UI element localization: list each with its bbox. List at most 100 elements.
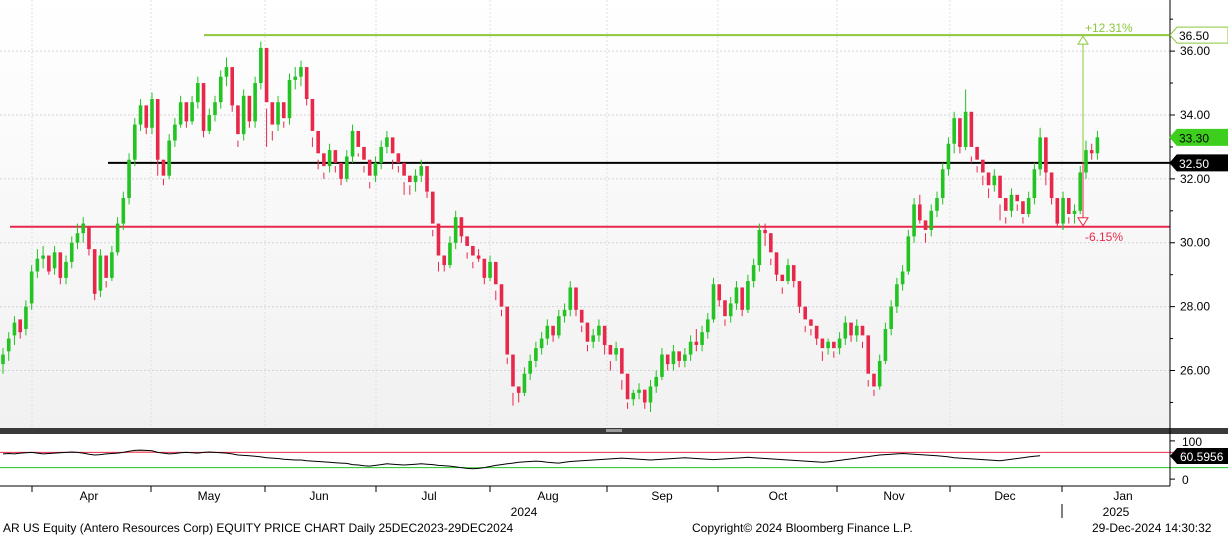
candle-body xyxy=(545,325,550,339)
month-label: Aug xyxy=(537,489,558,503)
candle xyxy=(224,57,229,87)
candle-body xyxy=(18,319,22,333)
candle-body xyxy=(866,335,871,374)
candle xyxy=(1015,194,1020,211)
candle xyxy=(436,223,441,272)
candle xyxy=(986,172,991,199)
candle-body xyxy=(791,265,796,282)
candle-body xyxy=(236,105,240,135)
candle-body xyxy=(264,47,269,103)
candle xyxy=(516,386,521,403)
candle xyxy=(259,41,263,90)
candle-body xyxy=(350,130,355,157)
footer-chart-title: AR US Equity (Antero Resources Corp) EQU… xyxy=(3,521,514,535)
candle-body xyxy=(1078,172,1083,211)
price-tick-label: 26.00 xyxy=(1180,364,1210,378)
candle-body xyxy=(1026,198,1031,214)
candle xyxy=(780,274,785,294)
candle xyxy=(81,217,86,243)
candle-body xyxy=(568,287,573,310)
candle xyxy=(963,89,968,151)
candle xyxy=(849,322,853,342)
candle-body xyxy=(448,242,452,266)
candle-body xyxy=(1072,210,1077,214)
candle-body xyxy=(620,348,624,374)
indicator-value-box xyxy=(1170,447,1228,464)
candle xyxy=(29,265,34,310)
upside-arrowhead-icon xyxy=(1077,35,1089,45)
candle-body xyxy=(304,67,309,100)
candle xyxy=(465,236,469,259)
candle-body xyxy=(69,242,74,262)
candle xyxy=(711,277,716,323)
candle xyxy=(746,274,750,314)
candle-body xyxy=(860,325,865,336)
candle-body xyxy=(81,223,86,234)
candle-body xyxy=(1009,194,1014,211)
candle-body xyxy=(293,76,298,80)
month-label: Nov xyxy=(883,489,904,503)
candle-body xyxy=(276,102,280,125)
candle-body xyxy=(757,229,762,266)
upper-level-tag-box xyxy=(1169,26,1228,44)
candle xyxy=(482,258,487,285)
candle-body xyxy=(918,204,922,221)
candle-body xyxy=(832,341,836,349)
candle-body xyxy=(688,341,693,355)
candle-body xyxy=(155,99,160,160)
panel-divider-grip[interactable] xyxy=(606,429,622,432)
candle-body xyxy=(24,306,28,329)
candle-body xyxy=(196,83,200,103)
candle-body xyxy=(1003,198,1008,211)
candle-body xyxy=(677,351,681,361)
candle-body xyxy=(253,83,257,122)
candle xyxy=(585,322,590,352)
candle-body xyxy=(385,137,389,147)
candle-body xyxy=(728,303,733,317)
upper-level-tag-text: 36.50 xyxy=(1179,29,1209,43)
candle-body xyxy=(1095,137,1100,154)
candle-body xyxy=(167,140,171,176)
month-label: Apr xyxy=(80,489,99,503)
candle xyxy=(35,249,40,278)
candle xyxy=(362,146,366,173)
month-label: Dec xyxy=(994,489,1015,503)
candle-body xyxy=(92,249,97,294)
candle xyxy=(958,118,962,154)
candle-body xyxy=(625,373,630,400)
candle-body xyxy=(178,102,183,125)
candle xyxy=(545,319,550,345)
candle-body xyxy=(408,175,412,183)
candle-body xyxy=(837,338,842,349)
candle xyxy=(826,338,830,355)
candle-body xyxy=(700,332,704,345)
candle-body xyxy=(476,255,481,259)
candle-body xyxy=(769,233,773,253)
candle-body xyxy=(327,150,332,167)
candle xyxy=(196,76,200,109)
candle xyxy=(218,70,223,109)
candle-body xyxy=(557,316,561,336)
candle xyxy=(757,223,762,272)
candle xyxy=(161,159,166,186)
candle xyxy=(333,150,338,173)
candle xyxy=(854,319,859,342)
candle-body xyxy=(316,130,320,154)
candle-body xyxy=(453,217,458,243)
candle-body xyxy=(998,175,1002,199)
candle-body xyxy=(379,146,383,163)
candle-body xyxy=(35,258,40,272)
candle-body xyxy=(969,111,974,147)
candle-body xyxy=(1066,198,1071,214)
candle xyxy=(367,159,372,189)
candle xyxy=(419,159,424,183)
candle xyxy=(110,245,114,282)
candle-body xyxy=(390,137,395,154)
candle-body xyxy=(373,162,378,176)
candle-body xyxy=(923,220,928,230)
candle-body xyxy=(419,166,424,176)
candle xyxy=(471,245,475,269)
candle xyxy=(992,169,997,192)
candle xyxy=(860,325,865,349)
